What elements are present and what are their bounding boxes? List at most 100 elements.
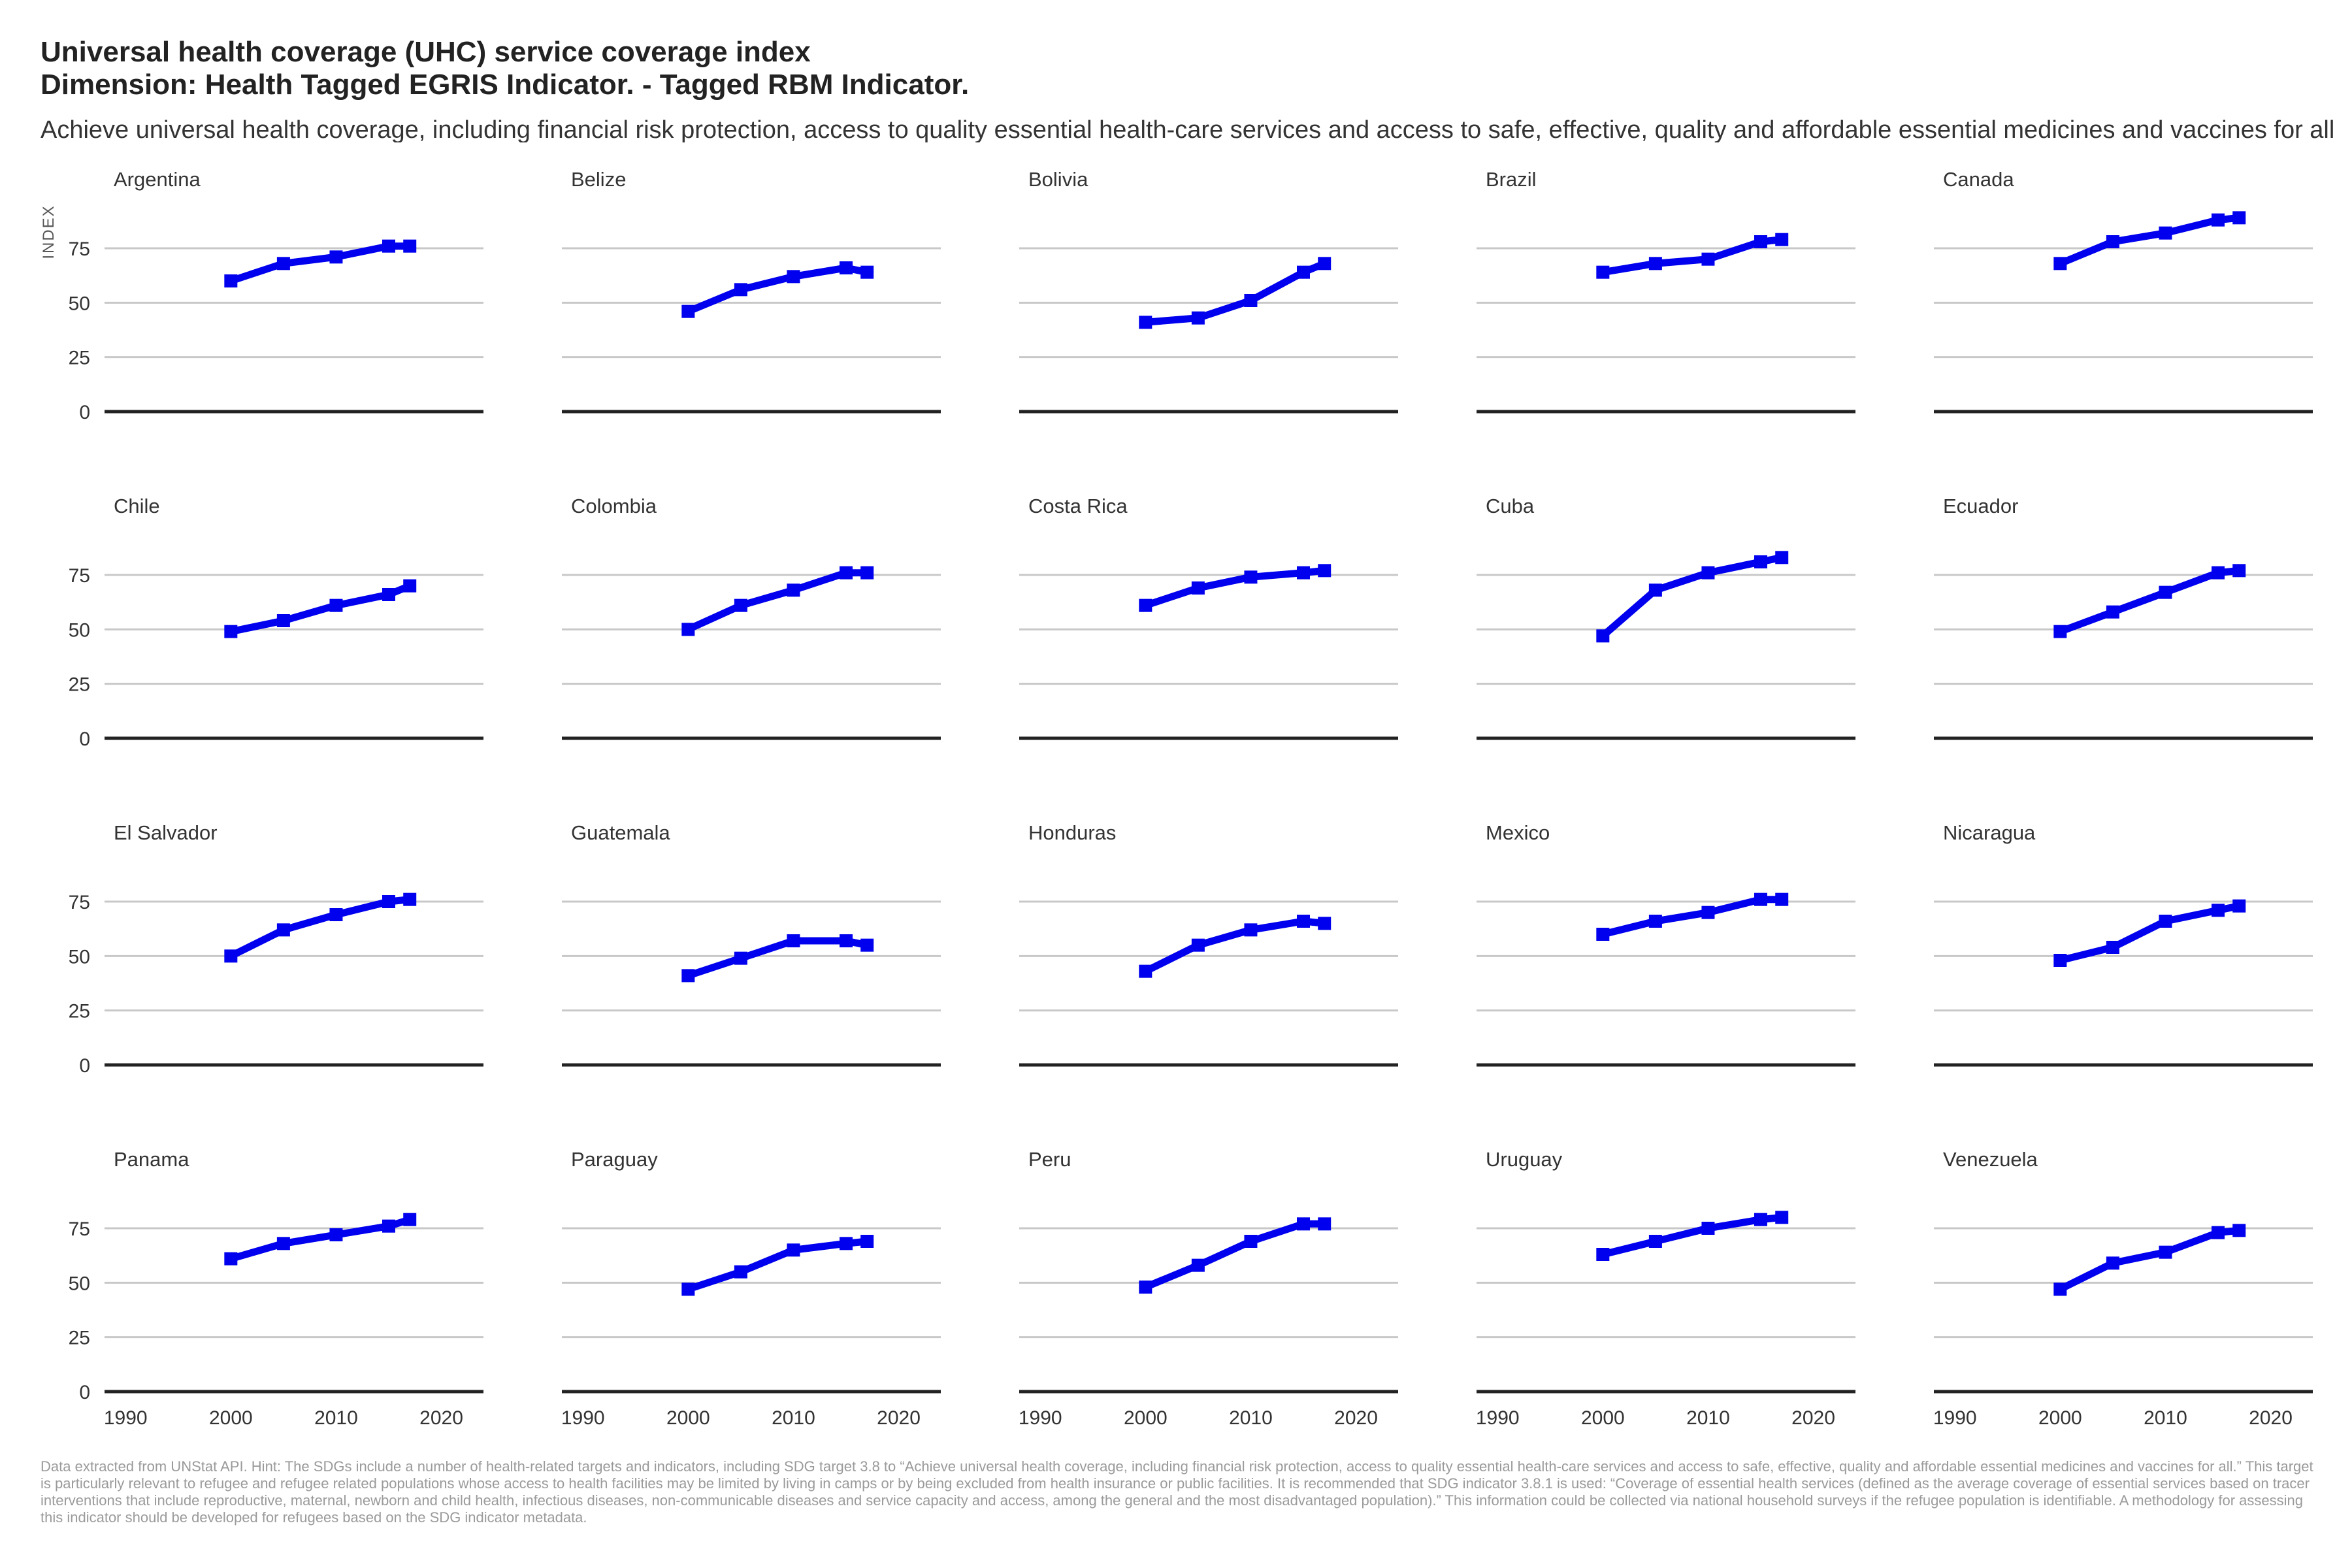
data-point xyxy=(787,270,800,284)
data-point xyxy=(1648,1235,1662,1248)
y-axis-label: INDEX xyxy=(40,204,57,259)
data-point xyxy=(1318,1217,1331,1231)
data-point xyxy=(224,949,238,963)
data-point xyxy=(329,598,343,612)
x-tick-label: 2020 xyxy=(2249,1407,2293,1429)
y-tick-label: 0 xyxy=(79,1382,90,1403)
panel-title: Nicaragua xyxy=(1943,821,2036,844)
panel-title: Mexico xyxy=(1486,821,1550,844)
panel-costa-rica: Costa Rica xyxy=(1019,495,1398,740)
y-tick-label: 50 xyxy=(69,1273,90,1294)
panel-canada: Canada xyxy=(1934,168,2313,414)
data-point xyxy=(2159,915,2172,928)
data-point xyxy=(403,239,417,253)
panel-chile: Chile 0 25 50 75 xyxy=(69,495,483,750)
data-point xyxy=(403,579,417,593)
x-tick-label: 1990 xyxy=(1933,1407,1977,1429)
chart-dimension: Dimension: Health Tagged EGRIS Indicator… xyxy=(41,69,970,101)
data-point xyxy=(1754,892,1767,906)
data-point xyxy=(382,1219,395,1233)
data-point xyxy=(329,250,343,264)
data-point xyxy=(734,951,747,965)
data-point xyxy=(2232,1224,2246,1237)
series-line xyxy=(1141,1220,1328,1291)
y-tick-label: 25 xyxy=(69,1001,90,1022)
data-point xyxy=(860,938,874,952)
data-point xyxy=(840,566,853,580)
data-point xyxy=(1754,555,1767,568)
y-tick-label: 75 xyxy=(69,565,90,587)
panel-mexico: Mexico xyxy=(1477,821,1855,1067)
data-point xyxy=(1775,892,1789,906)
panel-title: Venezuela xyxy=(1943,1148,2038,1171)
data-point xyxy=(2053,1282,2067,1296)
panel-title: Cuba xyxy=(1486,495,1535,517)
series-line xyxy=(2056,566,2243,636)
y-tick-label: 50 xyxy=(69,619,90,641)
data-point xyxy=(1754,235,1767,248)
data-point xyxy=(1318,917,1331,930)
x-tick-label: 2000 xyxy=(1581,1407,1625,1429)
y-tick-label: 25 xyxy=(69,1328,90,1349)
data-point xyxy=(2232,899,2246,913)
x-tick-label: 2010 xyxy=(314,1407,358,1429)
panel-title: El Salvador xyxy=(114,821,218,844)
x-tick-label: 1990 xyxy=(104,1407,148,1429)
data-point xyxy=(1775,1211,1789,1224)
data-point xyxy=(1701,252,1715,266)
data-point xyxy=(1701,1222,1715,1235)
data-point xyxy=(860,1235,874,1248)
data-point xyxy=(2106,605,2119,619)
panel-brazil: Brazil xyxy=(1477,168,1855,414)
x-tick-label: 2020 xyxy=(1334,1407,1378,1429)
y-tick-label: 75 xyxy=(69,1218,90,1240)
data-point xyxy=(2053,954,2067,967)
data-point xyxy=(1297,1217,1310,1231)
data-point xyxy=(734,283,747,297)
data-point xyxy=(403,1213,417,1226)
panel-title: Guatemala xyxy=(571,821,670,844)
data-point xyxy=(1244,923,1258,937)
x-tick-label: 2010 xyxy=(1229,1407,1273,1429)
data-point xyxy=(2159,1245,2172,1259)
data-point xyxy=(1297,566,1310,580)
data-point xyxy=(787,934,800,947)
panel-uruguay: Uruguay 1990 2000 2010 2020 xyxy=(1476,1148,1855,1429)
x-tick-label: 1990 xyxy=(1019,1407,1062,1429)
panel-title: Peru xyxy=(1028,1148,1071,1171)
data-point xyxy=(329,1228,343,1241)
data-point xyxy=(2212,1226,2225,1239)
data-point xyxy=(860,566,874,580)
x-tick-label: 2020 xyxy=(877,1407,921,1429)
panel-peru: Peru 1990 2000 2010 2020 xyxy=(1019,1148,1398,1429)
data-point xyxy=(734,1265,747,1279)
x-tick-label: 2000 xyxy=(2038,1407,2082,1429)
data-point xyxy=(1754,1213,1767,1226)
x-tick-label: 2010 xyxy=(1686,1407,1730,1429)
data-point xyxy=(840,1237,853,1250)
panel-cuba: Cuba xyxy=(1477,495,1855,740)
data-point xyxy=(2159,226,2172,240)
y-tick-label: 0 xyxy=(79,728,90,750)
data-point xyxy=(224,625,238,638)
data-point xyxy=(1139,1281,1152,1294)
data-point xyxy=(1648,915,1662,928)
data-point xyxy=(2053,257,2067,270)
x-tick-label: 2000 xyxy=(666,1407,710,1429)
data-point xyxy=(1701,906,1715,919)
data-point xyxy=(1775,551,1789,564)
data-point xyxy=(1318,257,1331,270)
panel-honduras: Honduras xyxy=(1019,821,1398,1067)
data-point xyxy=(1596,928,1610,941)
series-line xyxy=(1599,553,1786,640)
data-point xyxy=(329,908,343,921)
panel-el-salvador: El Salvador 0 25 50 75 xyxy=(69,821,483,1077)
panel-title: Canada xyxy=(1943,168,2014,191)
series-line xyxy=(1141,917,1328,975)
x-tick-label: 2010 xyxy=(2144,1407,2187,1429)
data-point xyxy=(681,623,695,636)
data-point xyxy=(2212,566,2225,580)
panel-ecuador: Ecuador xyxy=(1934,495,2313,740)
y-tick-label: 25 xyxy=(69,348,90,369)
panel-title: Colombia xyxy=(571,495,657,517)
